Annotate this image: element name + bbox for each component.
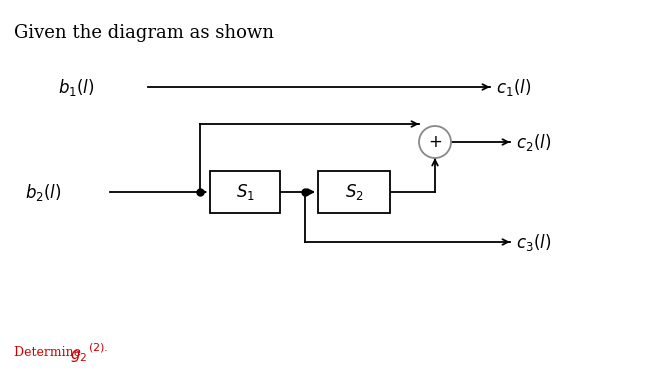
Text: $b_1(l)$: $b_1(l)$ xyxy=(58,76,95,97)
Text: $c_3(l)$: $c_3(l)$ xyxy=(516,231,551,253)
Text: +: + xyxy=(428,133,442,151)
Bar xyxy=(318,171,390,213)
Text: $(2).$: $(2).$ xyxy=(88,342,108,354)
Text: $S_2$: $S_2$ xyxy=(344,182,363,202)
Text: $b_2(l)$: $b_2(l)$ xyxy=(25,181,62,202)
Bar xyxy=(210,171,280,213)
Text: $c_2(l)$: $c_2(l)$ xyxy=(516,131,551,152)
Text: $g_2$: $g_2$ xyxy=(70,348,87,364)
Circle shape xyxy=(419,126,451,158)
Text: Given the diagram as shown: Given the diagram as shown xyxy=(14,24,274,42)
Text: Determine: Determine xyxy=(14,345,85,358)
Text: $c_1(l)$: $c_1(l)$ xyxy=(496,76,531,97)
Text: $S_1$: $S_1$ xyxy=(235,182,254,202)
